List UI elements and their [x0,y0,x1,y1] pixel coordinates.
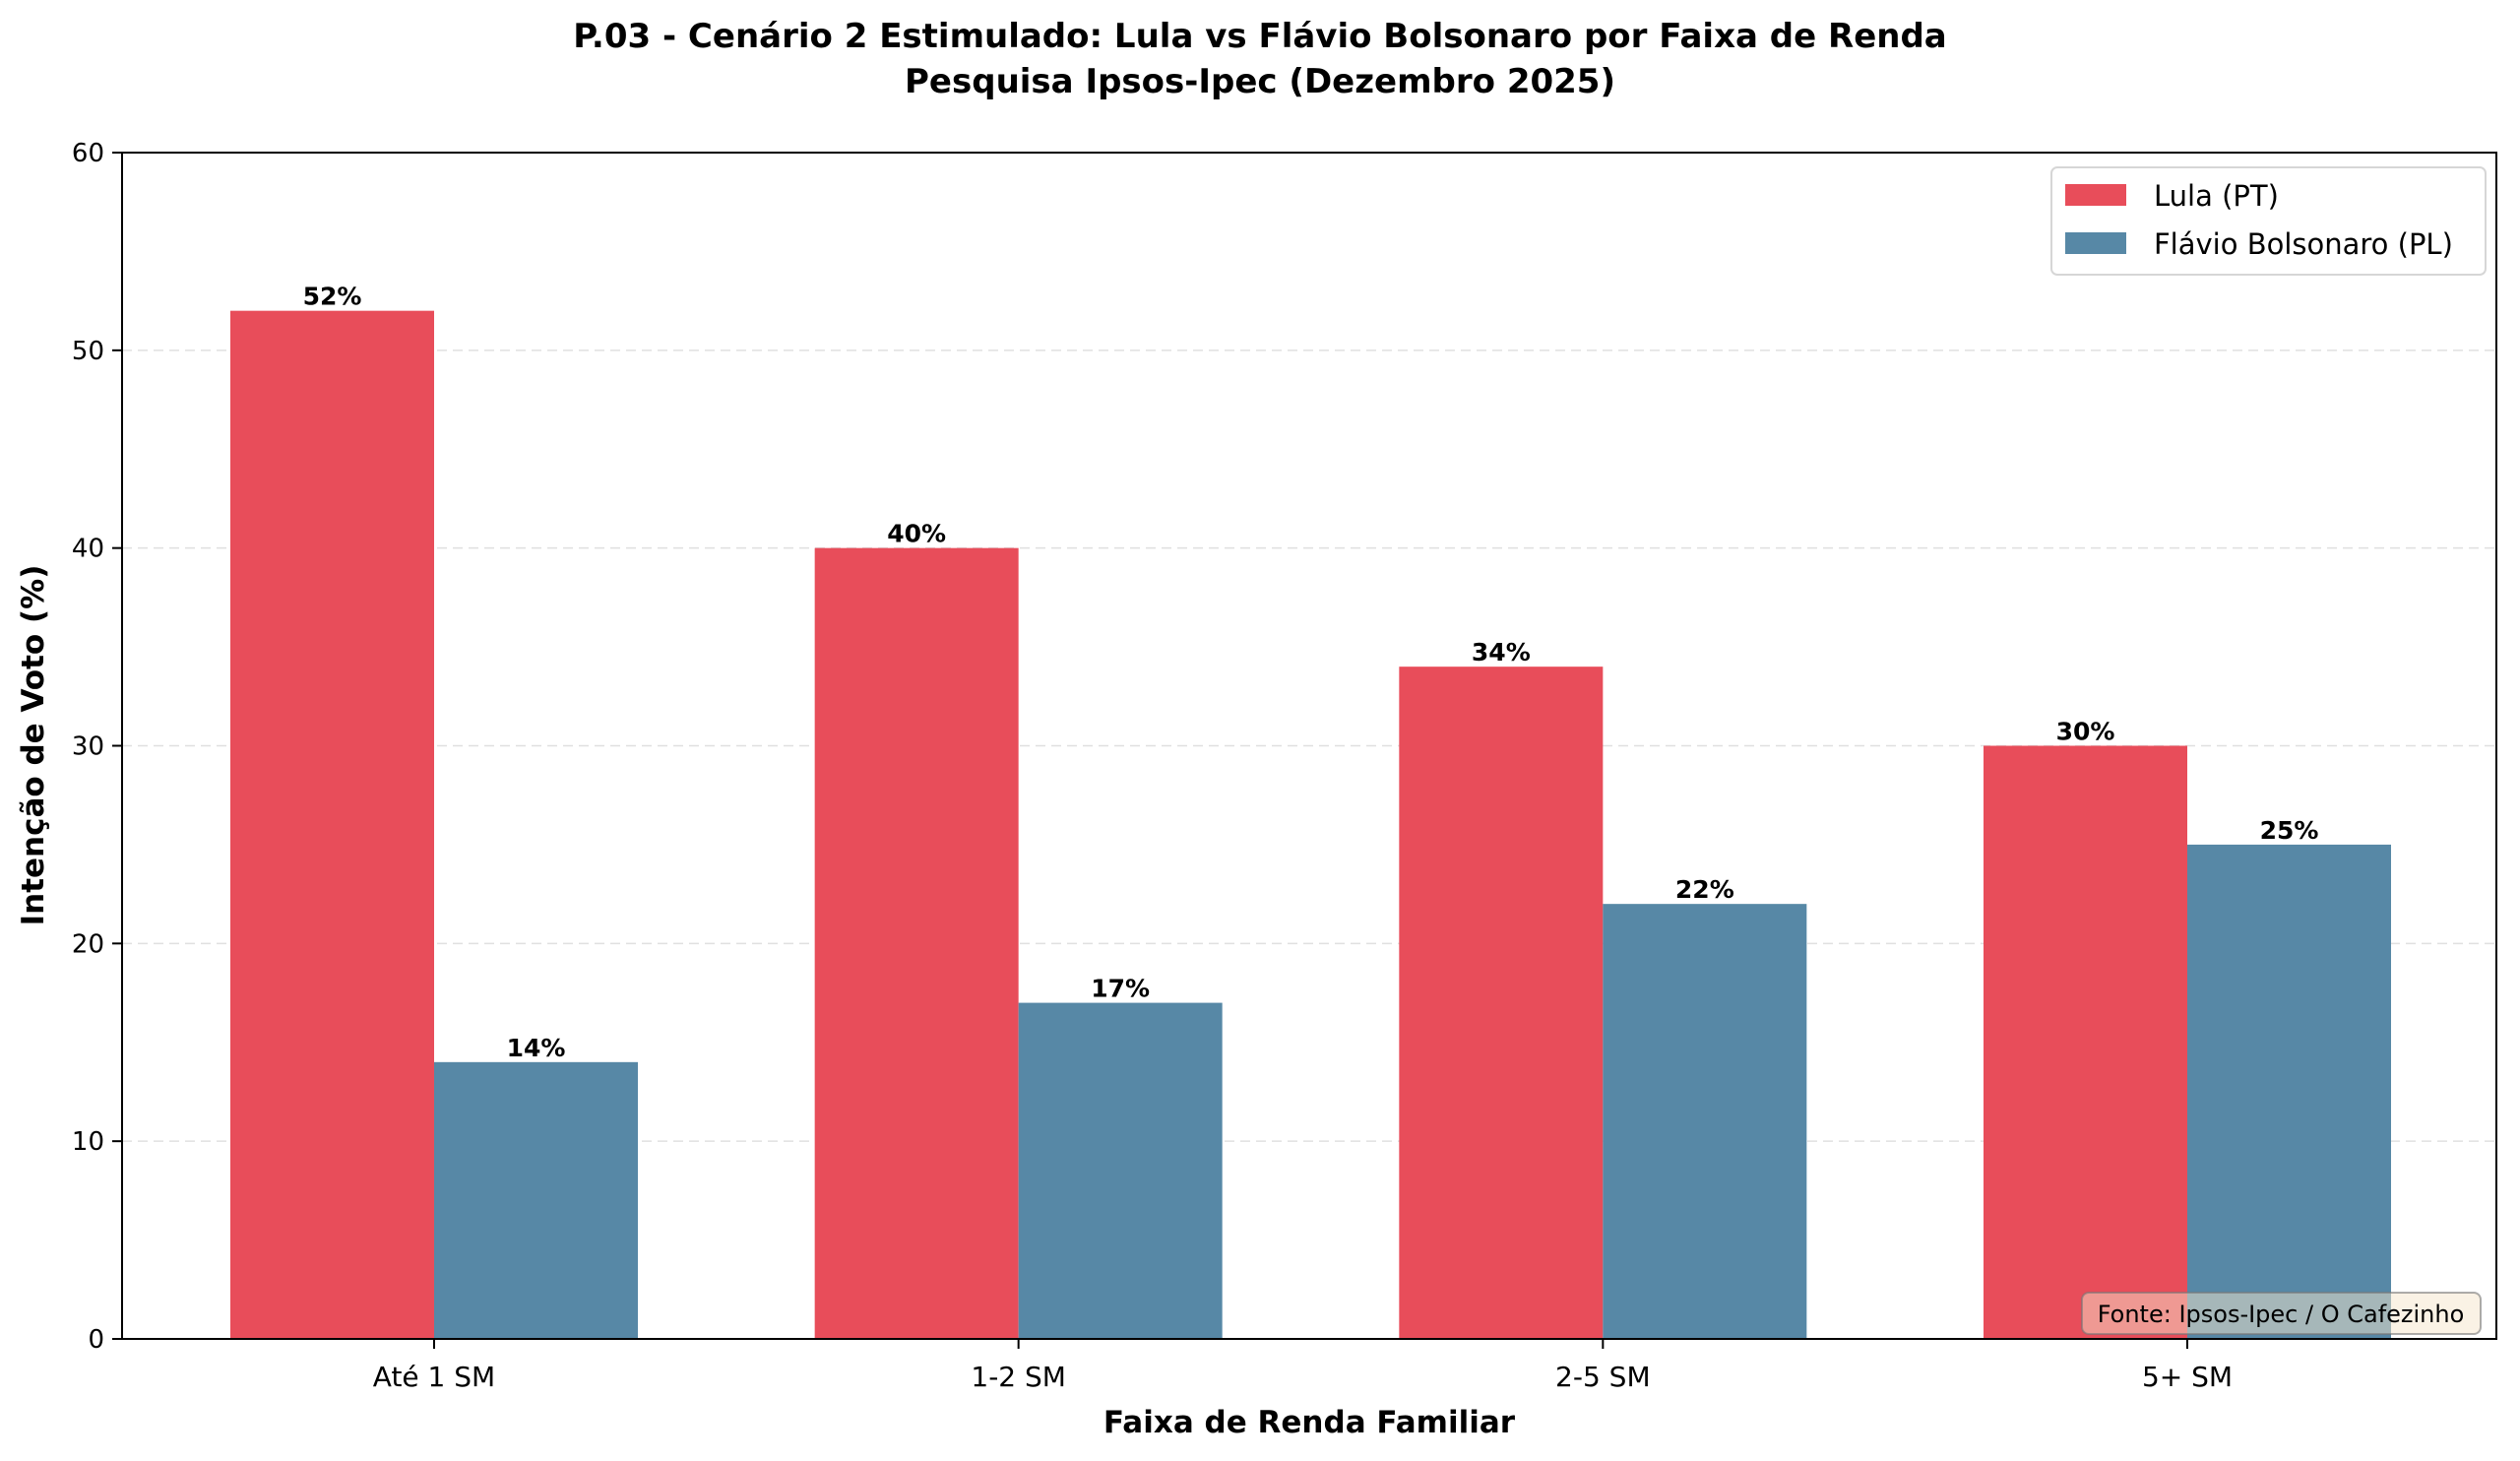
bar-flavio [434,1061,638,1339]
legend: Lula (PT) Flávio Bolsonaro (PL) [2050,166,2487,276]
chart-title: P.03 - Cenário 2 Estimulado: Lula vs Flá… [573,17,1947,56]
y-tick-label: 50 [72,337,104,366]
x-tick-label: 2-5 SM [1555,1361,1651,1393]
legend-swatch-lula [2065,184,2126,206]
y-tick-label: 30 [72,732,104,762]
legend-swatch-flavio [2065,232,2126,254]
data-label: 40% [887,520,946,548]
y-tick-label: 10 [72,1127,104,1157]
x-tick-label: 5+ SM [2142,1361,2233,1393]
x-tick-label: 1-2 SM [971,1361,1066,1393]
data-labels: 52% 14% 40% 17% 34% 22% 30% 25% [303,283,2319,1062]
bar-flavio [1018,1002,1223,1339]
data-label: 30% [2056,718,2115,746]
bar-flavio [2187,844,2391,1339]
legend-label-lula: Lula (PT) [2154,179,2279,213]
chart-subtitle: Pesquisa Ipsos-Ipec (Dezembro 2025) [905,62,1615,101]
data-label: 34% [1472,638,1531,667]
y-axis-label: Intenção de Voto (%) [16,565,51,926]
y-tick-label: 0 [88,1325,104,1355]
y-axis-ticks: 0 10 20 30 40 50 60 [72,139,122,1355]
bar-lula [1399,667,1604,1339]
x-tick-label: Até 1 SM [373,1361,495,1393]
bars [230,310,2391,1340]
data-label: 25% [2260,816,2319,845]
x-axis-label: Faixa de Renda Familiar [1103,1405,1516,1440]
legend-label-flavio: Flávio Bolsonaro (PL) [2154,227,2453,261]
legend-box [2050,166,2487,276]
data-label: 22% [1675,875,1734,904]
data-label: 14% [507,1034,566,1062]
x-axis-ticks: Até 1 SM 1-2 SM 2-5 SM 5+ SM [373,1339,2233,1393]
data-label: 17% [1091,975,1150,1003]
source-box [2081,1292,2482,1335]
source-text: Fonte: Ipsos-Ipec / O Cafezinho [2098,1301,2465,1328]
bar-lula [814,547,1019,1339]
y-tick-label: 20 [72,929,104,959]
data-label: 52% [303,283,362,311]
bar-lula [230,310,434,1340]
y-tick-label: 60 [72,139,104,168]
y-tick-label: 40 [72,535,104,564]
bar-lula [1984,745,2187,1339]
source-annotation: Fonte: Ipsos-Ipec / O Cafezinho [2081,1292,2482,1335]
bar-flavio [1603,904,1807,1339]
